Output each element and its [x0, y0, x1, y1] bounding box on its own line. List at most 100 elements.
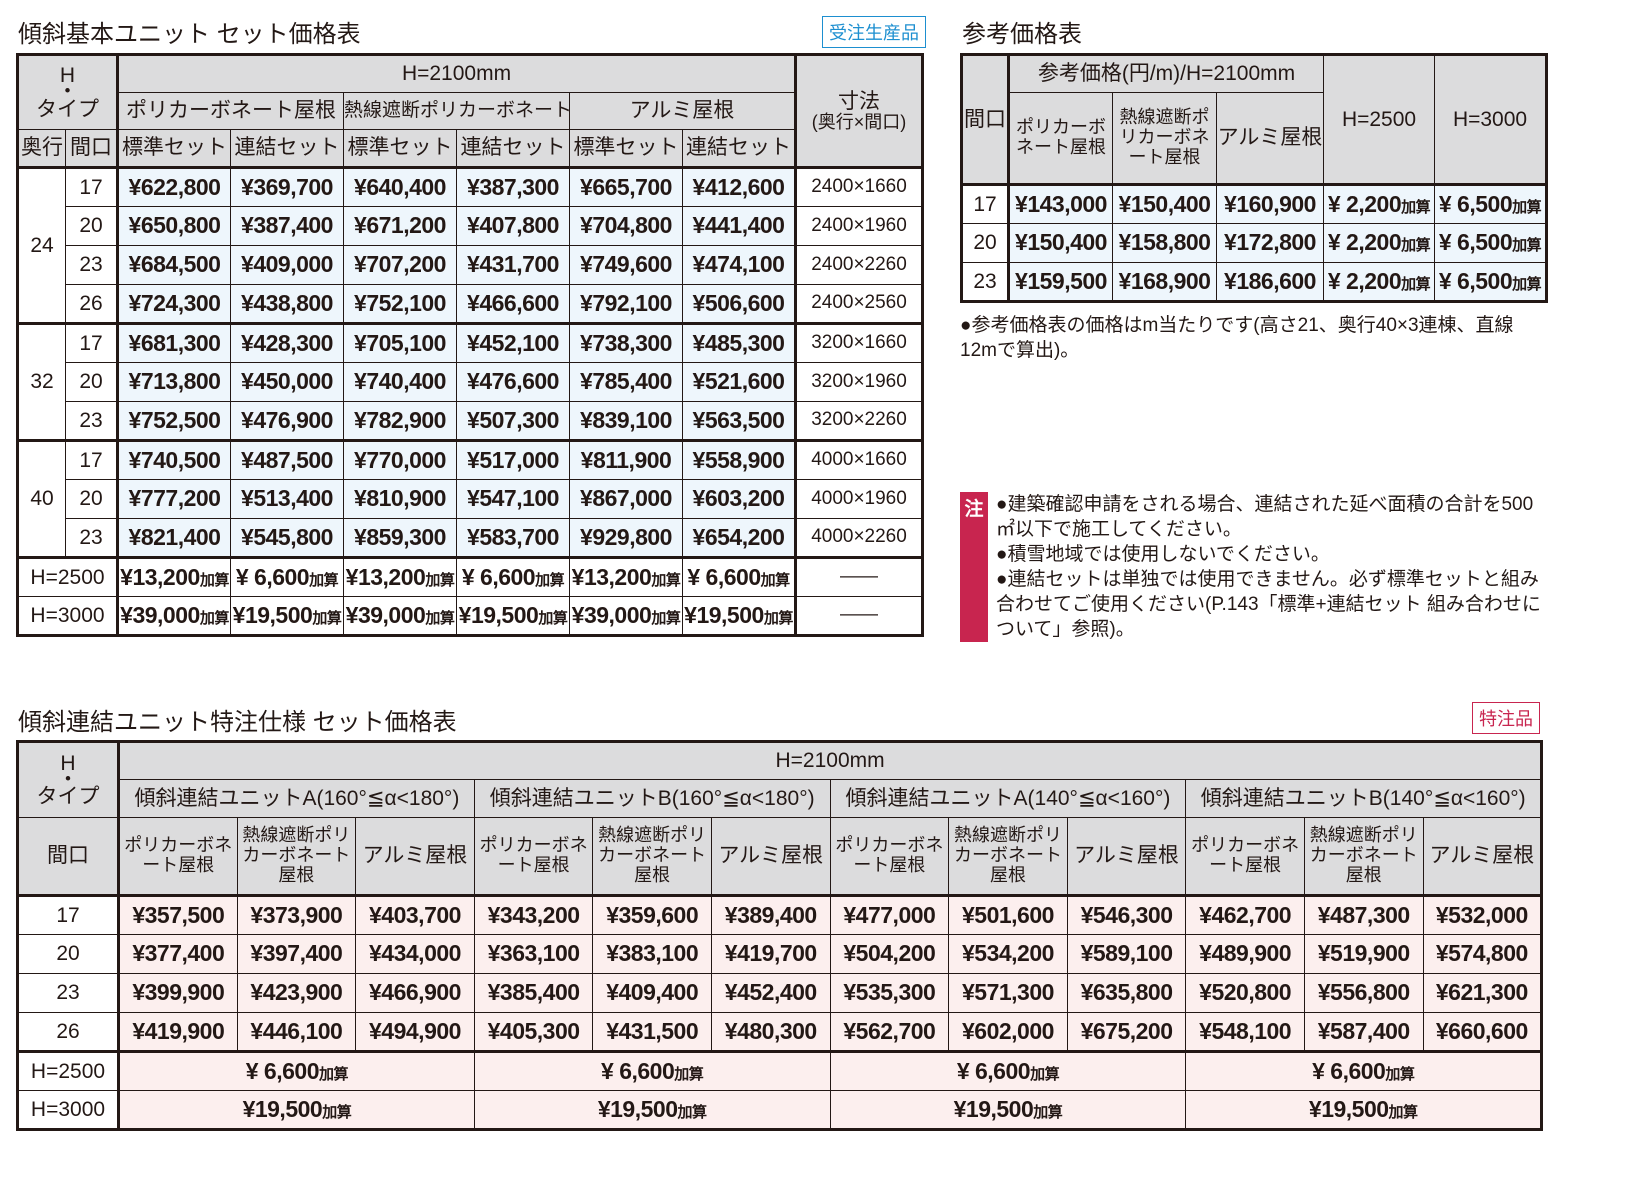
table-row: 17 ¥357,500 ¥373,900 ¥403,700 ¥343,200 ¥359,6…	[17, 894, 1543, 935]
t3-price-cell: ¥602,000	[948, 1012, 1068, 1052]
price-cell: ¥929,800	[569, 518, 683, 558]
kasan-label: 加算	[1401, 237, 1431, 255]
ref-width-header: 間口	[961, 54, 1010, 185]
ref-price-cell: ¥158,800	[1112, 223, 1217, 263]
ref-price-cell: ¥159,500	[1008, 262, 1113, 302]
unit-header: 傾斜連結ユニットB(140°≦α<160°)	[1185, 779, 1543, 818]
roof-header-aluminum: アルミ屋根	[568, 92, 797, 130]
dimension-cell: ——	[794, 556, 924, 597]
ref-extra-cell: ¥ 2,200加算	[1323, 183, 1436, 224]
roof-header: 熱線遮断ポリカーボネート屋根	[236, 817, 357, 896]
roof-header: ポリカーボネート屋根	[1185, 817, 1305, 896]
price-cell: ¥407,800	[456, 206, 570, 246]
price-cell: ¥821,400	[117, 518, 231, 558]
t3-price-cell: ¥589,100	[1066, 934, 1187, 974]
price-cell: ¥811,900	[569, 439, 683, 480]
reference-price-note: ●参考価格表の価格はm当たりです(高さ21、奥行40×3連棟、直線12mで算出)…	[960, 315, 1514, 362]
price-cell: ¥705,100	[343, 322, 457, 363]
t3-extra-price: ¥ 6,600	[1312, 1057, 1386, 1084]
t3-extra-price: ¥19,500	[597, 1095, 678, 1122]
ref-price-cell: ¥150,400	[1008, 223, 1113, 263]
depth-cell: 32	[17, 322, 66, 441]
ref-price-cell: ¥160,900	[1215, 183, 1325, 224]
t3-price-cell: ¥419,700	[710, 934, 831, 974]
price-cell: ¥563,500	[681, 401, 797, 441]
table-row: 26 ¥724,300 ¥438,800 ¥752,100 ¥466,600 ¥792,1…	[18, 284, 924, 324]
price-cell: ¥517,000	[456, 439, 570, 480]
t3-extra-price: ¥ 6,600	[245, 1057, 320, 1084]
table-row: 20 ¥713,800 ¥450,000 ¥740,400 ¥476,600 ¥785,4…	[18, 362, 924, 402]
t3-price-cell: ¥494,900	[355, 1012, 475, 1052]
extra-price-cell: ¥39,000加算	[343, 596, 457, 636]
price-cell: ¥671,200	[343, 206, 457, 246]
dimension-header: 寸法 (奥行×間口)	[794, 54, 924, 168]
t3-width-header: 間口	[17, 817, 120, 896]
ref-extra-cell: ¥ 6,500加算	[1434, 262, 1548, 302]
special-order-badge: 特注品	[1472, 702, 1540, 734]
t3-extra-price-cell: ¥ 6,600加算	[1185, 1050, 1543, 1091]
t3-price-cell: ¥477,000	[829, 894, 950, 935]
t3-price-cell: ¥409,400	[592, 973, 712, 1013]
t3-price-cell: ¥397,400	[236, 934, 357, 974]
height-extra-label: H=3000	[17, 596, 119, 636]
t3-price-cell: ¥520,800	[1185, 973, 1305, 1013]
ref-extra-price: ¥ 2,200	[1327, 190, 1402, 217]
roof-header: ポリカーボネート屋根	[829, 817, 950, 896]
roof-header: アルミ屋根	[710, 817, 831, 896]
width-cell: 17	[65, 322, 119, 363]
roof-header: アルミ屋根	[1066, 817, 1187, 896]
t3-price-cell: ¥519,900	[1303, 934, 1424, 974]
roof-header: ポリカーボネート屋根	[473, 817, 594, 896]
t3-price-cell: ¥399,900	[118, 973, 238, 1013]
dimension-cell: 3200×2260	[794, 401, 924, 441]
kasan-label: 加算	[538, 609, 568, 627]
table1-title: 傾斜基本ユニット セット価格表	[18, 21, 361, 48]
ref-width-cell: 23	[961, 262, 1010, 302]
caution-notes: ●建築確認申請をされる場合、連結された延べ面積の合計を500㎡以下で施工してくだ…	[996, 492, 1546, 642]
t3-type-header: H ・タイプ	[17, 741, 120, 818]
t3-price-cell: ¥359,600	[592, 894, 712, 935]
t3-extra-price: ¥19,500	[242, 1095, 323, 1122]
reference-price-table: 間口 参考価格(円/m)/H=2100mm H=2500 H=3000 ポリカー…	[960, 53, 1549, 303]
kasan-label: 加算	[674, 1065, 704, 1083]
table-row: 20 ¥650,800 ¥387,400 ¥671,200 ¥407,800 ¥704,8…	[18, 206, 924, 246]
table-row: 23 ¥399,900 ¥423,900 ¥466,900 ¥385,400 ¥409,4…	[17, 973, 1543, 1013]
t3-price-cell: ¥534,200	[948, 934, 1068, 974]
price-cell: ¥476,600	[456, 362, 570, 402]
table-row: 20 ¥150,400 ¥158,800 ¥172,800 ¥ 2,200加算 ¥ 6,5…	[961, 223, 1548, 263]
kasan-label: 加算	[1030, 1065, 1060, 1083]
t3-extra-price: ¥ 6,600	[956, 1057, 1031, 1084]
t3-price-cell: ¥480,300	[710, 1012, 831, 1052]
ref-extra-cell: ¥ 6,500加算	[1434, 223, 1548, 263]
t3-extra-price-cell: ¥19,500加算	[1185, 1090, 1543, 1130]
t3-price-cell: ¥373,900	[236, 894, 357, 935]
made-to-order-badge: 受注生産品	[822, 16, 926, 48]
price-cell: ¥740,400	[343, 362, 457, 402]
price-cell: ¥521,600	[681, 362, 797, 402]
width-cell: 17	[65, 439, 119, 480]
price-cell: ¥466,600	[456, 284, 570, 324]
ref-extra-price: ¥ 6,500	[1438, 229, 1513, 256]
price-cell: ¥740,500	[117, 439, 231, 480]
price-cell: ¥603,200	[681, 479, 797, 519]
price-cell: ¥749,600	[569, 245, 683, 285]
price-cell: ¥452,100	[456, 322, 570, 363]
ref-extra-price: ¥ 2,200	[1327, 267, 1402, 294]
depth-header: 奥行	[17, 129, 66, 168]
set-header: 連結セット	[456, 129, 570, 168]
t3-price-cell: ¥434,000	[355, 934, 475, 974]
kasan-label: 加算	[1512, 275, 1542, 293]
width-cell: 23	[65, 245, 119, 285]
dimension-cell: 4000×1960	[794, 479, 924, 519]
t3-width-cell: 20	[17, 934, 120, 974]
extra-price-cell: ¥19,500加算	[230, 596, 344, 636]
price-cell: ¥622,800	[117, 166, 231, 207]
t3-price-cell: ¥532,000	[1422, 894, 1543, 935]
extra-price-cell: ¥13,200加算	[343, 556, 457, 597]
price-cell: ¥738,300	[569, 322, 683, 363]
ref-roof-heat-block: 熱線遮断ポリカーボネート屋根	[1112, 92, 1217, 185]
ref-h3000-header: H=3000	[1434, 54, 1548, 185]
table-row: 40 17 ¥740,500 ¥487,500 ¥770,000 ¥517,000 ¥811…	[17, 439, 924, 558]
kasan-label: 加算	[760, 571, 791, 589]
ref-price-cell: ¥172,800	[1215, 223, 1325, 263]
